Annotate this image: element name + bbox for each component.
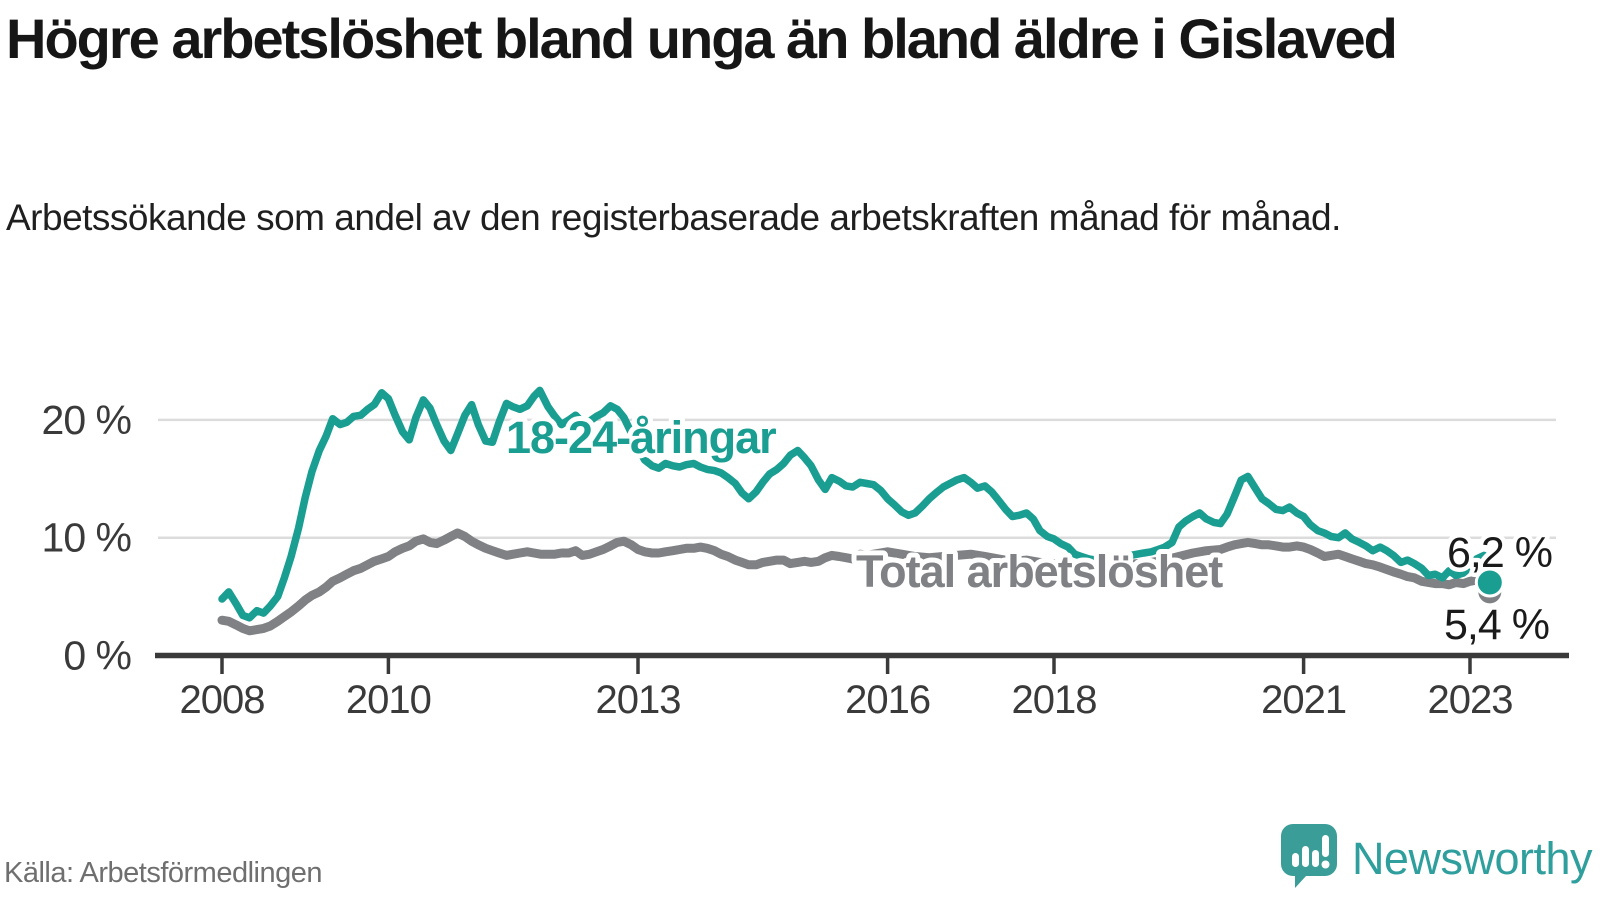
newsworthy-bubble-chart-icon: [1280, 823, 1338, 894]
y-tick-label-20: 20 %: [42, 397, 131, 443]
x-axis-tick-labels: 2008 2010 2013 2016 2018 2021 2023: [180, 678, 1514, 722]
y-tick-label-10: 10 %: [42, 515, 131, 561]
end-label-total: 5,4 %: [1444, 601, 1549, 649]
newsworthy-logo: Newsworthy: [1280, 823, 1593, 894]
page-subtitle: Arbetssökande som andel av den registerb…: [6, 197, 1341, 238]
x-tick-label-2018: 2018: [1012, 678, 1097, 722]
x-tick-label-2008: 2008: [180, 678, 265, 722]
series-label-total: Total arbetslöshet: [856, 546, 1223, 597]
x-tick-label-2010: 2010: [346, 678, 431, 722]
y-axis-tick-labels: 0 % 10 % 20 %: [42, 397, 132, 679]
x-tick-label-2023: 2023: [1428, 678, 1513, 722]
end-label-young: 6,2 %: [1447, 529, 1552, 577]
newsworthy-wordmark: Newsworthy: [1351, 832, 1593, 884]
end-point-dots: [1474, 567, 1505, 604]
series-labels: Total arbetslöshet 18-24-åringar: [501, 407, 1229, 602]
y-tick-label-0: 0 %: [63, 633, 131, 679]
line-young: [218, 386, 1495, 622]
series-label-young: 18-24-åringar: [506, 412, 776, 463]
gridlines: [158, 418, 1556, 539]
x-tick-label-2013: 2013: [596, 678, 681, 722]
line-total: [217, 528, 1496, 636]
source-note: Källa: Arbetsförmedlingen: [4, 857, 322, 889]
series-lines: [217, 386, 1496, 636]
x-tick-label-2021: 2021: [1261, 678, 1346, 722]
end-dot-young: [1474, 567, 1505, 598]
page-title: Högre arbetslöshet bland unga än bland ä…: [6, 7, 1398, 70]
x-tick-label-2016: 2016: [845, 678, 930, 722]
x-axis: [155, 652, 1569, 674]
